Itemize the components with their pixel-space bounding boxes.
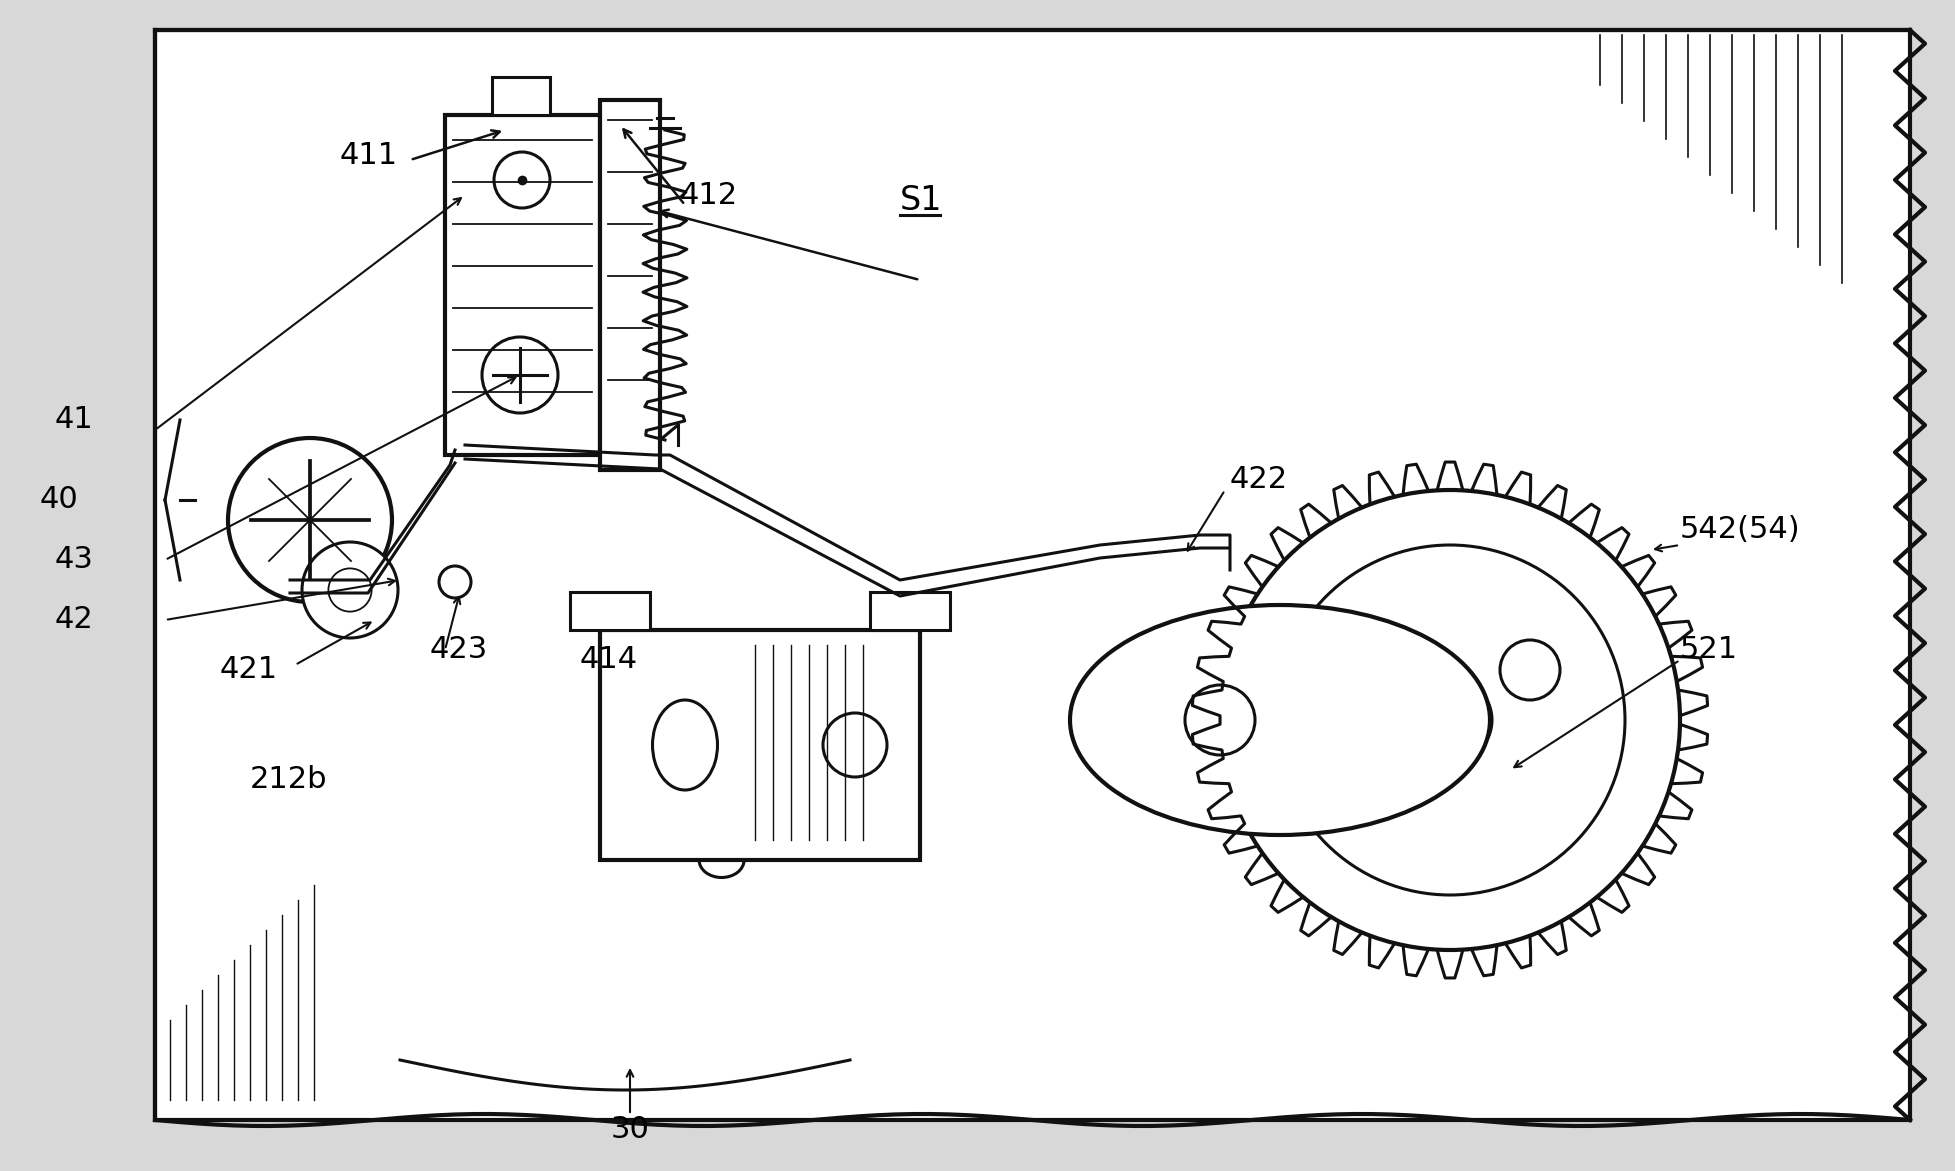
Bar: [569, 593, 649, 630]
Bar: [446, 115, 600, 456]
Bar: [870, 593, 950, 630]
Text: 542(54): 542(54): [1679, 515, 1801, 545]
Bar: [154, 30, 1908, 1119]
Text: 30: 30: [610, 1116, 649, 1144]
Text: 43: 43: [55, 546, 94, 575]
Circle shape: [495, 152, 549, 208]
Circle shape: [1275, 545, 1625, 895]
Text: 521: 521: [1679, 636, 1738, 664]
Text: 421: 421: [219, 656, 278, 685]
Text: S1: S1: [899, 184, 942, 217]
Circle shape: [1185, 685, 1255, 755]
Circle shape: [1408, 678, 1492, 762]
Ellipse shape: [1069, 605, 1490, 835]
Text: 423: 423: [430, 636, 489, 664]
Bar: [491, 77, 549, 115]
Bar: [600, 100, 659, 470]
Text: 411: 411: [340, 141, 399, 170]
Circle shape: [328, 568, 371, 611]
Circle shape: [481, 337, 557, 413]
Circle shape: [1220, 489, 1679, 950]
Circle shape: [438, 566, 471, 598]
Text: 412: 412: [680, 180, 737, 210]
Circle shape: [1499, 641, 1560, 700]
Bar: [600, 630, 919, 860]
Text: 42: 42: [55, 605, 94, 635]
Text: 422: 422: [1230, 466, 1288, 494]
Circle shape: [301, 542, 397, 638]
Circle shape: [229, 438, 391, 602]
Text: 212b: 212b: [250, 766, 326, 794]
Circle shape: [823, 713, 886, 778]
Text: 414: 414: [581, 645, 637, 674]
Text: 40: 40: [39, 486, 78, 514]
Text: 41: 41: [55, 405, 94, 434]
